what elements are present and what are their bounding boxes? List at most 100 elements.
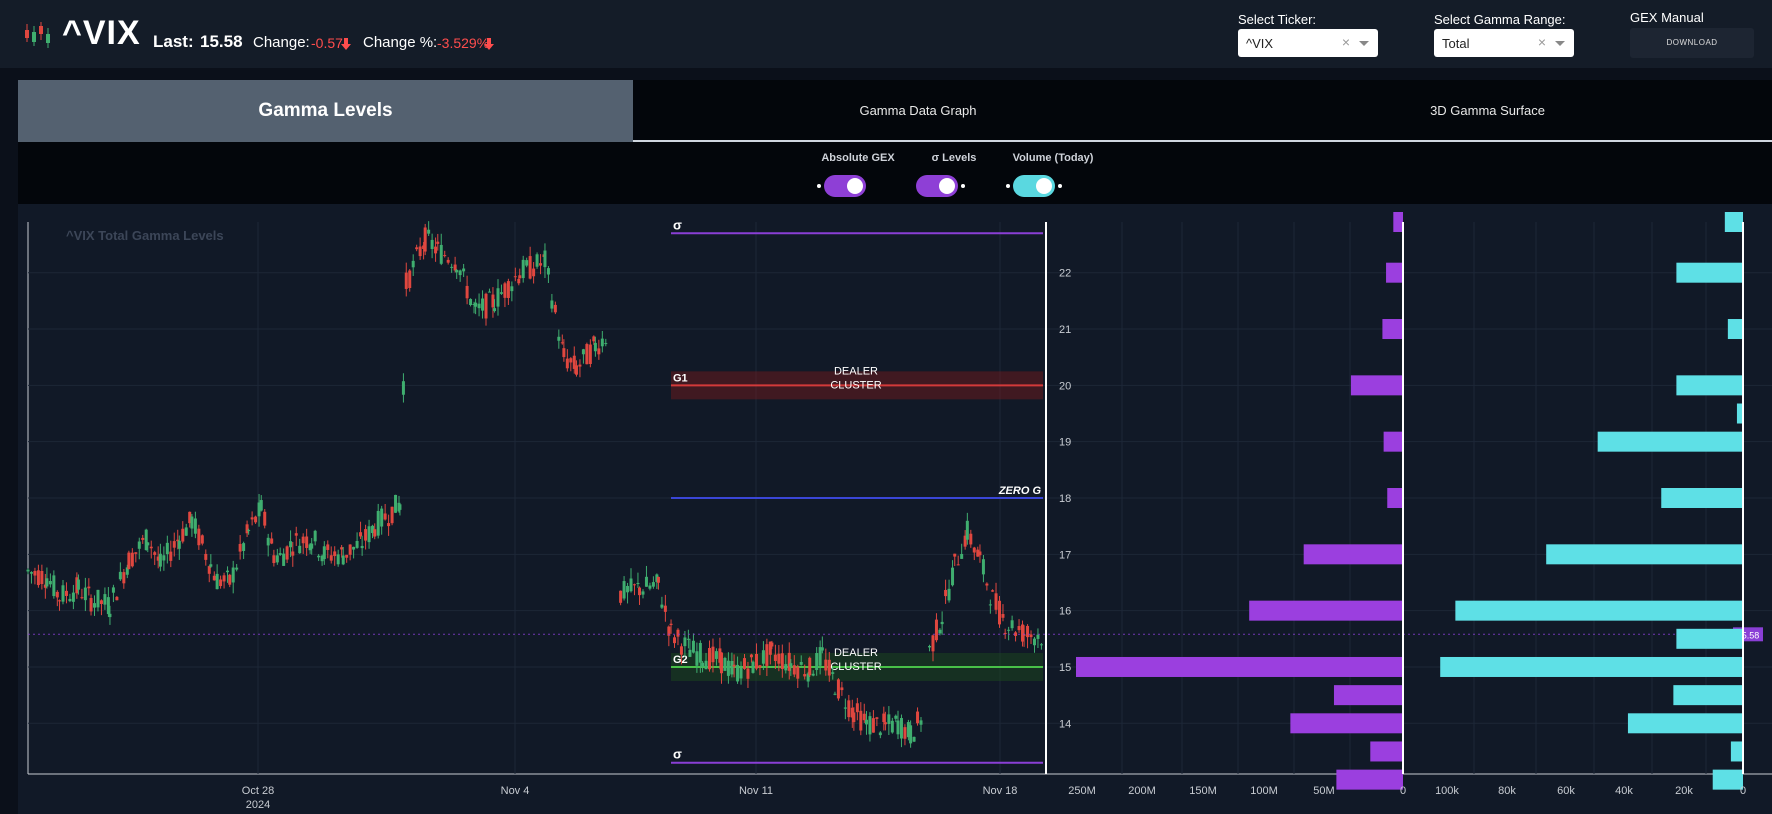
volume-tick-label: 0: [1740, 785, 1746, 797]
chevron-down-icon[interactable]: [1359, 41, 1369, 46]
candle-body: [1022, 634, 1026, 636]
candle-body: [144, 529, 148, 551]
candle-body: [878, 732, 882, 736]
candle-body: [1003, 632, 1007, 634]
candle-body: [493, 308, 497, 312]
candle-body: [345, 554, 349, 558]
candle-body: [947, 588, 951, 601]
candle-body: [222, 575, 226, 582]
chevron-down-icon[interactable]: [1555, 41, 1565, 46]
y-tick-label: 19: [1059, 437, 1071, 449]
candle-body: [355, 540, 359, 548]
candle-body: [99, 600, 103, 604]
candle-body: [843, 707, 847, 709]
candle-body: [981, 559, 985, 575]
candle-body: [780, 653, 784, 670]
candle-body: [777, 653, 781, 664]
candle-body: [818, 647, 822, 666]
candle-body: [754, 653, 758, 669]
gex-bar: [1370, 741, 1403, 762]
candle-body: [1010, 620, 1014, 629]
gex-bar: [1303, 544, 1403, 565]
candle-body: [80, 597, 84, 599]
candle-body: [390, 506, 394, 524]
candle-body: [158, 553, 162, 567]
candle-body: [348, 544, 352, 555]
gex-bar: [1350, 375, 1403, 396]
candle-body: [749, 654, 753, 658]
candle-body: [87, 586, 91, 589]
absolute-gex-label: Absolute GEX: [821, 152, 895, 164]
gex-tick-label: 100M: [1250, 785, 1278, 797]
candle-body: [976, 549, 980, 557]
candle-body: [336, 554, 340, 565]
level-label: G2: [673, 654, 688, 666]
clear-icon[interactable]: ×: [1341, 34, 1350, 50]
gex-tick-label: 150M: [1189, 785, 1217, 797]
ticker-select[interactable]: ^VIX ×: [1238, 29, 1378, 57]
candle-body: [811, 673, 815, 676]
candle-body: [184, 527, 188, 536]
candle-body: [840, 687, 844, 691]
candle-body: [474, 302, 478, 307]
y-tick-label: 17: [1059, 549, 1071, 561]
candle-body: [439, 244, 443, 264]
candle-body: [380, 508, 384, 527]
gex-bar: [1382, 319, 1403, 340]
candle-body: [484, 293, 488, 319]
dealer-cluster-label: CLUSTER: [830, 661, 881, 673]
candle-body: [969, 533, 973, 545]
candle-body: [792, 665, 796, 675]
candle-body: [364, 529, 368, 541]
candle-body: [600, 338, 604, 347]
candle-body: [45, 578, 49, 587]
candle-body: [465, 285, 469, 299]
candle-body: [291, 551, 295, 556]
candle-body: [245, 524, 249, 534]
sigma-levels-toggle[interactable]: [916, 175, 965, 197]
candle-body: [648, 585, 652, 589]
tab-gamma-levels[interactable]: Gamma Levels: [18, 80, 633, 142]
candle-body: [408, 270, 412, 289]
absolute-gex-toggle[interactable]: [817, 175, 866, 197]
volume-today-toggle[interactable]: [1006, 175, 1062, 197]
candle-body: [141, 537, 145, 540]
candle-body: [411, 260, 415, 268]
candle-body: [301, 536, 305, 544]
candle-body: [376, 510, 380, 536]
volume-bar: [1676, 262, 1743, 283]
candle-body: [487, 291, 491, 293]
candle-body: [270, 538, 274, 544]
candle-body: [212, 575, 216, 581]
gex-bar: [1386, 262, 1403, 283]
candle-body: [427, 229, 431, 234]
candle-body: [951, 567, 955, 586]
level-label: σ: [673, 747, 682, 762]
volume-tick-label: 80k: [1498, 785, 1516, 797]
tab-gamma-data-graph[interactable]: Gamma Data Graph: [859, 103, 977, 118]
gamma-range-select[interactable]: Total ×: [1434, 29, 1574, 57]
candle-body: [308, 544, 312, 551]
candle-body: [122, 572, 126, 584]
candle-body: [773, 654, 777, 661]
candle-body: [890, 720, 894, 733]
candle-body: [565, 358, 569, 369]
tab-3d-gamma-surface[interactable]: 3D Gamma Surface: [1430, 103, 1545, 118]
down-arrow-icon: [484, 38, 494, 50]
candle-body: [864, 719, 868, 725]
candle-body: [263, 511, 267, 526]
candle-body: [169, 551, 173, 561]
candle-body: [683, 637, 687, 647]
clear-icon[interactable]: ×: [1537, 34, 1546, 50]
candle-body: [176, 539, 180, 542]
download-button[interactable]: DOWNLOAD: [1630, 28, 1754, 58]
candle-body: [33, 571, 37, 576]
candle-body: [1036, 634, 1040, 639]
candle-body: [730, 661, 734, 675]
candle-body: [569, 358, 573, 363]
candle-body: [588, 344, 592, 364]
candle-body: [739, 667, 743, 679]
candle-body: [651, 582, 655, 587]
y-tick-label: 20: [1059, 380, 1071, 392]
candle-body: [815, 653, 819, 670]
